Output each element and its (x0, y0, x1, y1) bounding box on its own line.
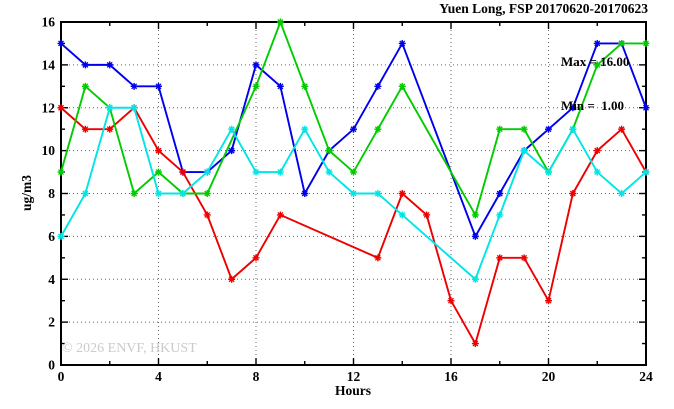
y-tick-label: 6 (48, 229, 55, 244)
min-value-label: Min = 1.00 (561, 97, 625, 113)
x-axis-label: Hours (334, 383, 372, 398)
x-tick-label: 8 (253, 369, 260, 384)
x-tick-label: 0 (58, 369, 65, 384)
y-tick-label: 2 (48, 315, 55, 330)
stats-annotation: Max = 16.00 Min = 1.00 (561, 26, 629, 142)
series-red (57, 104, 650, 348)
series-line-red (60, 106, 647, 347)
y-tick-label: 16 (42, 15, 56, 30)
y-axis-label: ug/m3 (19, 174, 34, 212)
y-tick-label: 0 (48, 358, 55, 373)
x-tick-label: 24 (639, 369, 653, 384)
x-tick-label: 20 (542, 369, 556, 384)
x-tick-label: 12 (347, 369, 361, 384)
series-markers-red (57, 104, 650, 348)
y-tick-label: 4 (48, 272, 55, 287)
y-tick-label: 8 (48, 186, 55, 201)
x-tick-label: 4 (155, 369, 162, 384)
y-tick-label: 14 (42, 57, 56, 72)
chart-title: Yuen Long, FSP 20170620-20170623 (439, 1, 648, 16)
watermark: © 2026 ENVF, HKUST (62, 341, 197, 356)
y-tick-label: 10 (42, 143, 56, 158)
series-line-blue (60, 41, 647, 239)
y-tick-label: 12 (42, 100, 56, 115)
max-value-label: Max = 16.00 (561, 54, 630, 69)
x-tick-label: 16 (444, 369, 458, 384)
series-cyan (57, 104, 650, 283)
series-markers-cyan (57, 104, 650, 283)
